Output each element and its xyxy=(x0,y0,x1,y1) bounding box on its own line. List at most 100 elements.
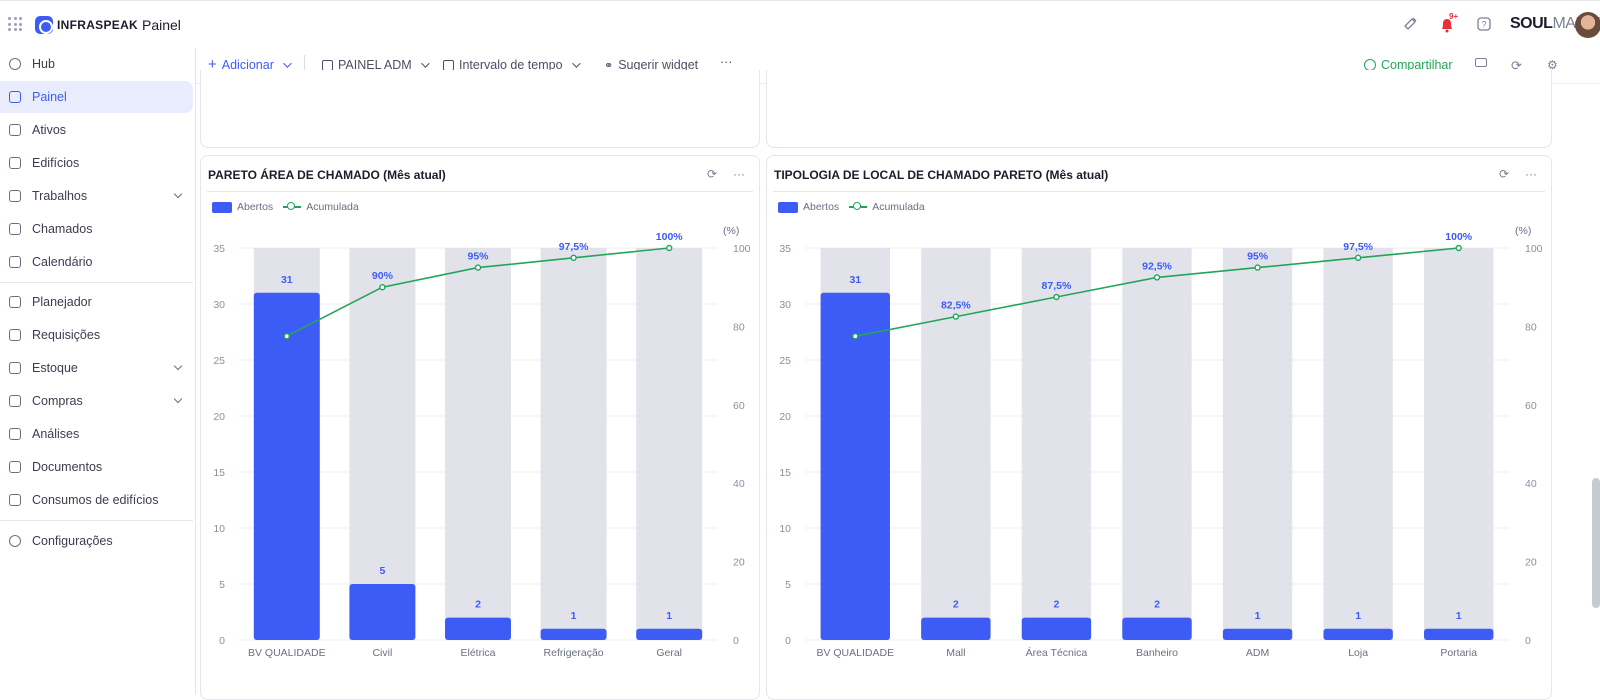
refresh-widget-icon[interactable]: ⟳ xyxy=(707,167,718,181)
filters-button[interactable]: ⚙ xyxy=(1547,58,1558,72)
dashboard-icon xyxy=(9,91,21,103)
bar-value-label: 31 xyxy=(281,274,293,286)
planner-icon xyxy=(9,296,21,308)
refresh-icon: ⟳ xyxy=(1511,58,1522,73)
sidebar-item-edificios[interactable]: Edifícios xyxy=(0,147,193,179)
cumulative-label: 82,5% xyxy=(941,300,971,312)
sidebar-item-trabalhos[interactable]: Trabalhos xyxy=(0,180,193,212)
sidebar-item-ativos[interactable]: Ativos xyxy=(0,114,193,146)
bar-value-label: 1 xyxy=(1355,610,1361,622)
legend-bar-swatch xyxy=(212,201,232,213)
y-tick-label: 30 xyxy=(779,299,791,311)
bar-value-label: 31 xyxy=(849,274,861,286)
sidebar-item-label: Calendário xyxy=(32,255,93,269)
more-options-button[interactable]: ··· xyxy=(720,55,733,69)
legend-item: Acumulada xyxy=(872,201,925,213)
sidebar-item-configuracoes[interactable]: Configurações xyxy=(0,525,193,557)
page-title: Painel xyxy=(142,17,181,33)
refresh-widget-icon[interactable]: ⟳ xyxy=(1499,167,1510,181)
bar-value-label: 2 xyxy=(1154,599,1160,611)
tipologia-local-card: TIPOLOGIA DE LOCAL DE CHAMADO PARETO (Mê… xyxy=(766,155,1552,700)
sidebar-item-compras[interactable]: Compras xyxy=(0,385,193,417)
sidebar-item-analises[interactable]: Análises xyxy=(0,418,193,450)
scrollbar-thumb[interactable] xyxy=(1592,478,1600,608)
sidebar-item-label: Trabalhos xyxy=(32,189,88,203)
chevron-down-icon xyxy=(420,59,430,68)
stock-icon xyxy=(9,362,21,374)
y-tick-label: 35 xyxy=(779,243,791,255)
x-tick-label: Mall xyxy=(946,647,965,659)
sidebar-item-consumos[interactable]: Consumos de edifícios xyxy=(0,484,193,516)
refresh-button[interactable]: ⟳ xyxy=(1511,58,1522,74)
bar-background xyxy=(1021,248,1092,640)
notification-bell-icon[interactable]: 9+ xyxy=(1439,12,1458,33)
documents-icon xyxy=(9,461,21,473)
sidebar-item-label: Chamados xyxy=(32,222,93,236)
buildings-icon xyxy=(9,157,21,169)
cumulative-label: 95% xyxy=(467,251,489,263)
y-tick-label: 35 xyxy=(213,243,225,255)
bar-value-label: 1 xyxy=(1456,610,1462,622)
y-tick-label: 5 xyxy=(219,579,225,591)
notification-badge: 9+ xyxy=(1449,12,1459,21)
megaphone-icon[interactable] xyxy=(1402,17,1418,33)
widget-more-icon[interactable]: ··· xyxy=(733,167,745,181)
cumulative-label: 100% xyxy=(1445,231,1473,243)
sidebar-item-estoque[interactable]: Estoque xyxy=(0,352,193,384)
cumulative-point xyxy=(1354,254,1362,262)
legend-line-swatch xyxy=(283,202,302,210)
sidebar-item-chamados[interactable]: Chamados xyxy=(0,213,193,245)
sidebar-item-label: Documentos xyxy=(32,460,103,474)
bar xyxy=(636,628,703,640)
cumulative-label: 90% xyxy=(372,270,394,282)
share-button-label: Compartilhar xyxy=(1381,58,1453,72)
settings-icon xyxy=(9,535,21,547)
y2-tick-label: 20 xyxy=(1525,557,1537,569)
analytics-icon xyxy=(9,428,21,440)
link-icon: ⚭ xyxy=(604,59,614,72)
bar xyxy=(1222,628,1293,640)
cumulative-label: 92,5% xyxy=(1142,260,1172,272)
bar xyxy=(1424,628,1494,640)
sidebar-item-label: Consumos de edifícios xyxy=(32,493,159,507)
x-tick-label: Loja xyxy=(1348,647,1368,659)
widget-card-top-left xyxy=(200,70,760,148)
sidebar-item-documentos[interactable]: Documentos xyxy=(0,451,193,483)
chevron-down-icon xyxy=(571,59,581,68)
x-tick-label: Portaria xyxy=(1440,647,1477,659)
bar-value-label: 2 xyxy=(475,599,481,611)
sidebar-item-label: Hub xyxy=(32,57,55,71)
sidebar-item-painel[interactable]: Painel xyxy=(0,81,193,113)
sidebar-item-label: Análises xyxy=(32,427,80,441)
y2-tick-label: 80 xyxy=(733,321,745,333)
bar-background xyxy=(921,248,991,640)
bar-value-label: 1 xyxy=(1255,610,1261,622)
y2-tick-label: 60 xyxy=(1525,400,1537,412)
y2-tick-label: 100 xyxy=(1525,243,1543,255)
sidebar-item-label: Compras xyxy=(32,394,83,408)
tv-mode-button[interactable] xyxy=(1475,58,1487,67)
widget-more-icon[interactable]: ··· xyxy=(1525,167,1537,181)
panel-select-label: PAINEL ADM xyxy=(338,58,412,72)
cumulative-label: 97,5% xyxy=(559,241,589,253)
help-icon[interactable]: ? xyxy=(1476,17,1492,33)
y-tick-label: 25 xyxy=(213,355,225,367)
sidebar-item-hub[interactable]: Hub xyxy=(0,48,193,80)
sidebar-item-calendario[interactable]: Calendário xyxy=(0,246,193,278)
cumulative-point xyxy=(1153,274,1161,281)
apps-grid-icon[interactable] xyxy=(8,17,22,31)
add-button[interactable]: + Adicionar xyxy=(208,57,292,72)
assets-icon xyxy=(9,124,21,136)
add-button-label: Adicionar xyxy=(221,58,274,72)
hub-icon xyxy=(9,58,21,70)
suggest-widget-label: Sugerir widget xyxy=(618,58,699,72)
suggest-widget-button[interactable]: ⚭ Sugerir widget xyxy=(604,58,698,72)
cumulative-point xyxy=(283,332,291,340)
cumulative-point xyxy=(379,283,386,291)
user-avatar[interactable] xyxy=(1575,12,1600,38)
y-tick-label: 15 xyxy=(779,467,791,479)
sidebar-item-requisicoes[interactable]: Requisições xyxy=(0,319,193,351)
sidebar-item-planejador[interactable]: Planejador xyxy=(0,286,193,318)
sidebar-divider xyxy=(0,520,193,521)
